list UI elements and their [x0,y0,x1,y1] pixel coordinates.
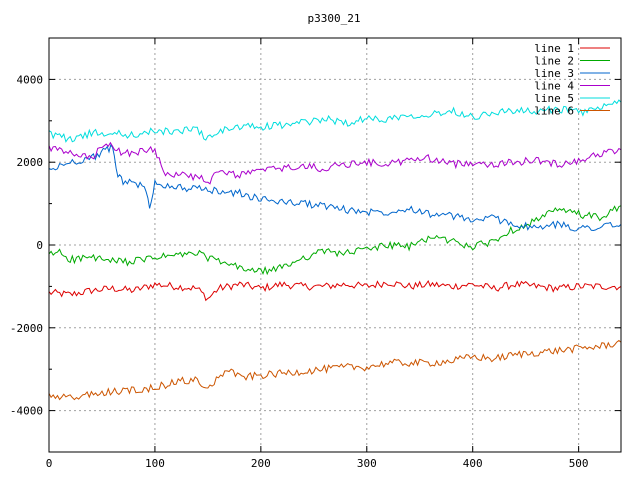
y-tick-label: 4000 [17,73,44,86]
series-line-1 [48,279,622,302]
x-tick-label: 400 [463,457,483,470]
x-tick-label: 300 [357,457,377,470]
legend-label-4: line 4 [534,80,574,93]
gridlines [48,38,621,452]
chart-title: p3300_21 [308,12,361,25]
legend-label-3: line 3 [534,67,574,80]
x-tick-label: 0 [46,457,53,470]
y-tick-label: -4000 [10,405,43,418]
y-tick-label: 0 [36,239,43,252]
x-tick-label: 500 [569,457,589,470]
series-line-6 [48,339,622,401]
y-tick-label: -2000 [10,322,43,335]
series-line-2 [48,205,622,276]
series-line-3 [48,143,622,232]
x-tick-label: 100 [145,457,165,470]
legend-label-5: line 5 [534,92,574,105]
x-tick-label: 200 [251,457,271,470]
legend-label-6: line 6 [534,105,574,118]
legend-label-1: line 1 [534,42,574,55]
series-line-5 [48,99,622,143]
legend-label-2: line 2 [534,55,574,68]
series-lines [48,99,622,401]
y-tick-label: 2000 [17,156,44,169]
series-line-4 [48,141,622,185]
axis-ticks: 0 100 200 300 400 500 -4000 -2000 0 2000 4000 [10,37,621,470]
